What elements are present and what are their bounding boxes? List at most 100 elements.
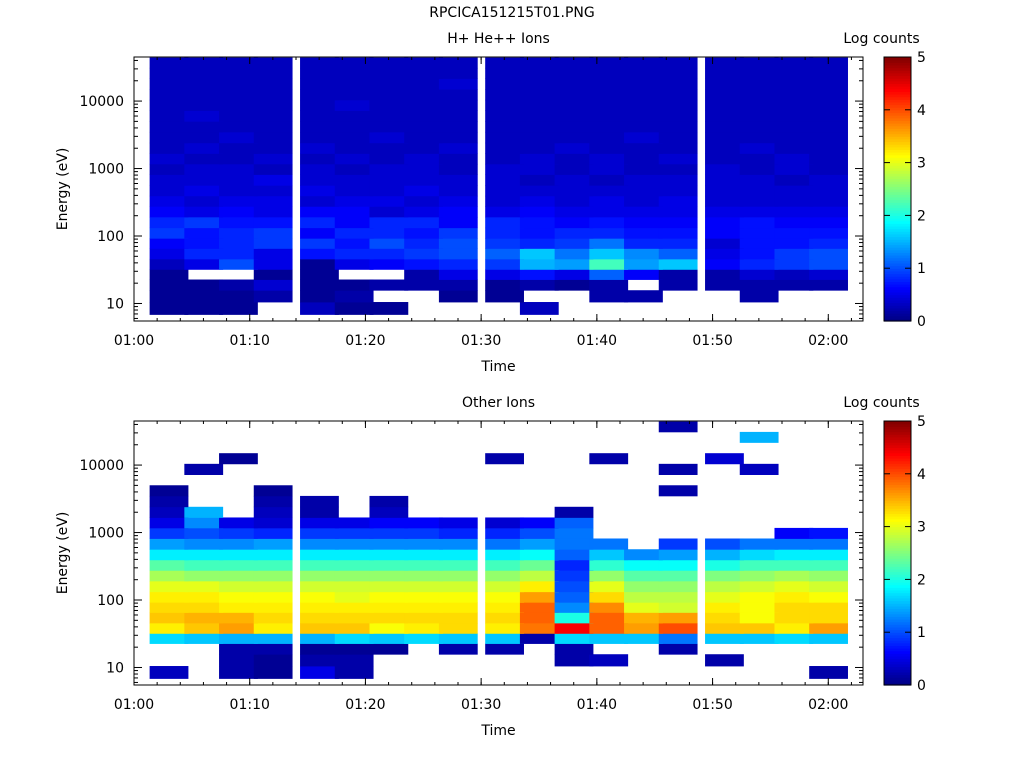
heatmap-cell [149, 633, 189, 644]
heatmap-cell [404, 206, 443, 218]
heatmap-cell [149, 517, 189, 529]
heatmap-cell [369, 174, 409, 186]
heatmap-cell [774, 174, 814, 186]
heatmap-cell [149, 238, 189, 249]
y-tick-label: 10000 [79, 94, 124, 110]
heatmap-cell [809, 258, 848, 270]
heatmap-cell [658, 485, 698, 497]
heatmap-cell [149, 506, 189, 518]
colorbar: 0 1 2 3 4 5 Log counts [843, 31, 926, 330]
colorbar-segment [884, 560, 911, 565]
colorbar-segment [884, 233, 911, 238]
heatmap-cell [184, 463, 224, 475]
heatmap-cell [334, 216, 374, 229]
heatmap-cell [774, 549, 814, 561]
heatmap-cell [404, 57, 443, 69]
colorbar-segment [884, 439, 911, 443]
heatmap-cell [658, 121, 698, 133]
heatmap-cell [334, 163, 374, 175]
heatmap-cell [438, 602, 478, 613]
heatmap-cell [438, 269, 478, 280]
heatmap-cell [589, 174, 629, 186]
heatmap-cell [774, 591, 814, 603]
heatmap-cell [485, 549, 524, 561]
heatmap-cell [300, 302, 339, 315]
heatmap-cell [253, 527, 293, 539]
colorbar-segment [884, 123, 911, 127]
heatmap-cell [253, 195, 293, 207]
heatmap-cell [739, 67, 779, 79]
heatmap-cell [809, 89, 848, 101]
heatmap-cell [253, 121, 293, 133]
colorbar-segment [884, 608, 911, 612]
heatmap-cell [219, 453, 258, 465]
heatmap-cell [219, 290, 258, 303]
heatmap-cell [739, 57, 779, 69]
heatmap-cell [369, 110, 409, 122]
heatmap-cell [589, 131, 629, 144]
colorbar-tick-label: 1 [917, 261, 926, 277]
colorbar-tick-label: 3 [917, 520, 926, 536]
heatmap-cell [300, 89, 339, 101]
colorbar-segment [884, 468, 911, 472]
heatmap-cell [149, 67, 189, 79]
heatmap-cell [624, 216, 663, 229]
colorbar-segment [884, 241, 911, 246]
heatmap-cell [658, 227, 698, 239]
heatmap-cell [774, 163, 814, 175]
heatmap-cell [404, 279, 443, 291]
heatmap-cell [369, 559, 409, 571]
colorbar-segment [884, 550, 911, 554]
heatmap-cell [404, 622, 443, 634]
heatmap-cell [149, 527, 189, 539]
heatmap-cell [219, 238, 258, 249]
heatmap-cell [438, 153, 478, 165]
heatmap-cell [404, 99, 443, 111]
heatmap-cell [184, 131, 224, 144]
heatmap-cell [774, 258, 814, 270]
heatmap-cell [334, 666, 374, 679]
heatmap-cell [300, 580, 339, 593]
colorbar-segment [884, 447, 911, 451]
colorbar-segment [884, 181, 911, 185]
colorbar-segment [884, 313, 911, 317]
heatmap-cell [809, 570, 848, 582]
heatmap-cell [624, 142, 663, 154]
heatmap-cell [219, 302, 258, 315]
heatmap-cell [519, 216, 559, 229]
heatmap-cell [809, 163, 848, 175]
x-tick-label: 01:50 [692, 697, 732, 713]
heatmap-cell [438, 206, 478, 218]
heatmap-cell [184, 195, 224, 207]
heatmap-cell [184, 279, 224, 291]
heatmap-cell [369, 622, 409, 634]
heatmap-cell [184, 153, 224, 165]
heatmap-cell [300, 633, 339, 644]
heatmap-cell [809, 559, 848, 571]
heatmap-cell [219, 258, 258, 270]
heatmap-cell [149, 142, 189, 154]
heatmap-cell [658, 279, 698, 291]
heatmap-cell [624, 57, 663, 69]
heatmap-cell [438, 99, 478, 111]
heatmap-cell [253, 279, 293, 291]
colorbar-segment [884, 434, 911, 438]
heatmap-cell [438, 216, 478, 229]
heatmap-cell [219, 666, 258, 679]
heatmap-cell [809, 67, 848, 79]
heatmap-cell [219, 185, 258, 197]
heatmap-cell [334, 538, 374, 550]
heatmap-cell [705, 580, 744, 593]
colorbar-segment [884, 679, 911, 683]
heatmap-cell [485, 153, 524, 165]
colorbar-segment [884, 671, 911, 676]
heatmap-cell [149, 163, 189, 175]
heatmap-cell [554, 580, 594, 593]
heatmap-cell [658, 248, 698, 260]
heatmap-cell [519, 227, 559, 239]
colorbar-segment [884, 175, 911, 180]
heatmap-cell [705, 654, 744, 667]
colorbar-segment [884, 64, 911, 69]
heatmap-cell [404, 110, 443, 122]
colorbar-segment [884, 270, 911, 275]
